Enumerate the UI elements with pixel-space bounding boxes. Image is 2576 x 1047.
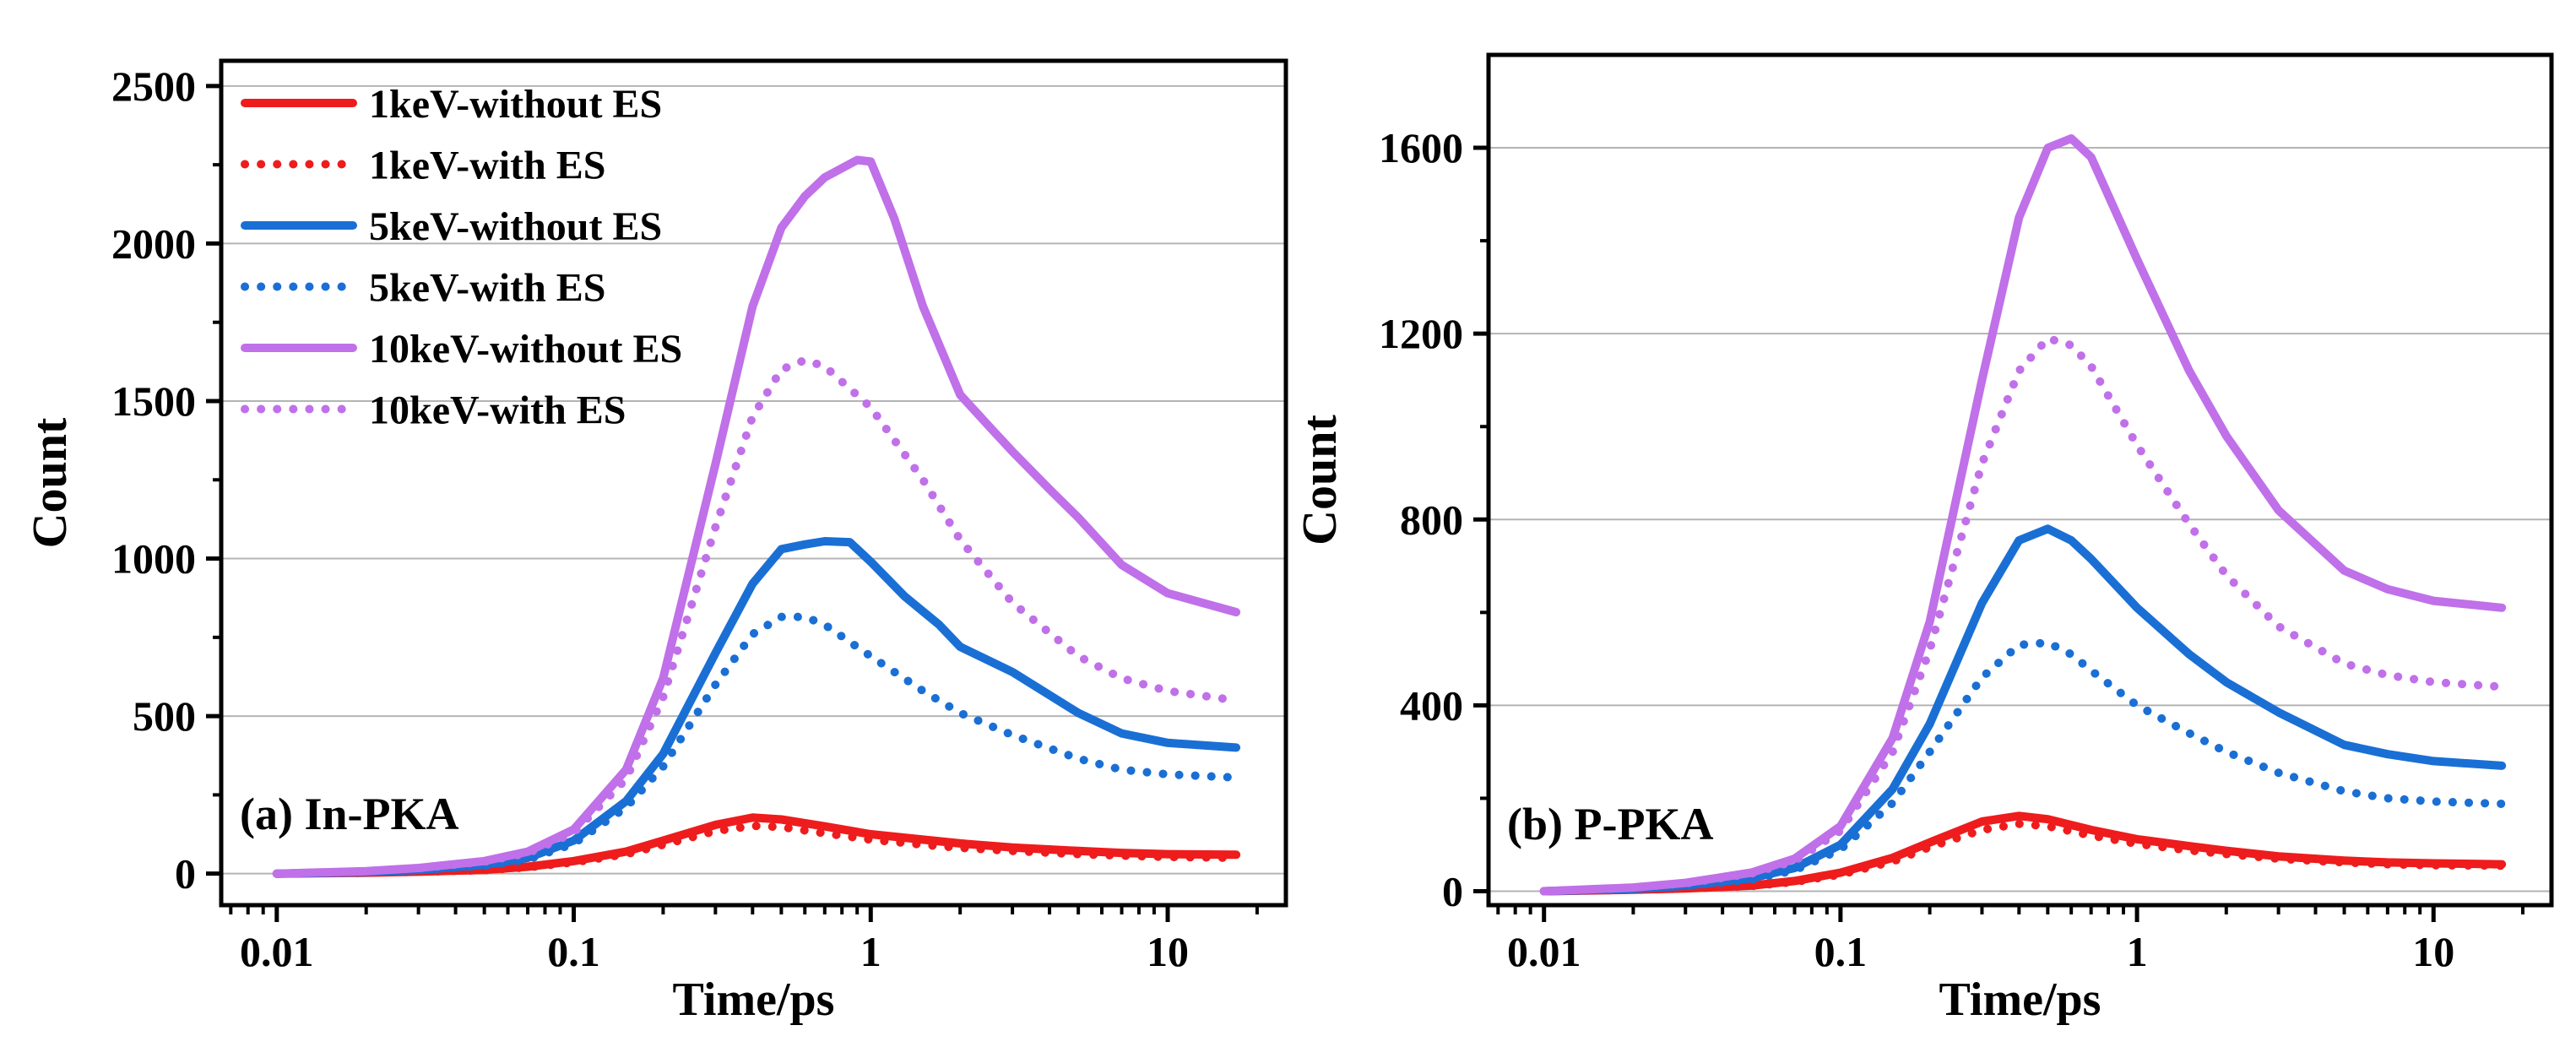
x-tick-label: 1 <box>2127 928 2148 975</box>
chart-panel-b: 0 400 800 1200 1600 0.01 0.1 1 10 Time/ps Count (b)… <box>1292 52 2554 1026</box>
y-tick-label: 0 <box>175 850 196 898</box>
y-tick-label: 1000 <box>111 535 196 583</box>
legend-label-5kev-without-es: 5keV-without ES <box>369 204 662 249</box>
series-line-10kev-with-es <box>272 355 1241 878</box>
y-tick-label: 0 <box>1442 867 1463 914</box>
legend-label-10kev-without-es: 10keV-without ES <box>369 327 682 372</box>
y-tick-label: 1600 <box>1379 124 1463 171</box>
x-axis-label: Time/ps <box>673 974 835 1026</box>
x-tick-label: 10 <box>1147 928 1189 975</box>
x-tick-label: 1 <box>860 928 881 975</box>
y-tick-label: 1500 <box>111 377 196 425</box>
panel-label: (b) P-PKA <box>1507 799 1713 849</box>
series-line-5kev-without-es <box>272 537 1241 878</box>
series-line-10kev-with-es <box>1539 334 2507 896</box>
series-line-1kev-with-es <box>1539 819 2507 896</box>
legend: 1keV-without ES 1keV-with ES 5keV-without … <box>241 82 682 433</box>
series-line-10kev-without-es <box>272 155 1241 878</box>
plot-frame <box>1486 52 2554 908</box>
x-tick-label: 0.1 <box>1814 928 1868 975</box>
y-tick-label: 2000 <box>111 220 196 267</box>
panel-label: (a) In-PKA <box>240 789 458 839</box>
x-tick-label: 0.1 <box>547 928 600 975</box>
legend-label-1kev-with-es: 1keV-with ES <box>369 144 605 188</box>
series-group <box>1539 134 2507 896</box>
legend-label-10kev-with-es: 10keV-with ES <box>369 388 626 433</box>
y-tick-label: 800 <box>1400 496 1463 543</box>
series-line-1kev-without-es <box>1539 811 2507 896</box>
y-tick-label: 1200 <box>1379 310 1463 357</box>
y-tick-label: 2500 <box>111 62 196 110</box>
chart-panel-a: 0 500 1000 1500 2000 2500 0.01 0.1 1 10 Time/ps Cou… <box>22 58 1288 1026</box>
legend-label-1kev-without-es: 1keV-without ES <box>369 82 662 127</box>
y-axis-label: Count <box>1292 414 1347 545</box>
x-axis-label: Time/ps <box>1939 974 2101 1026</box>
series-group <box>272 155 1241 878</box>
x-tick-label: 0.01 <box>1507 928 1581 975</box>
series-line-10kev-without-es <box>1539 134 2507 896</box>
x-tick-label: 0.01 <box>240 928 314 975</box>
series-line-5kev-with-es <box>272 612 1241 878</box>
y-axis-label: Count <box>22 417 77 548</box>
y-tick-label: 500 <box>133 692 196 740</box>
y-tick-label: 400 <box>1400 681 1463 729</box>
x-tick-label: 10 <box>2412 928 2454 975</box>
legend-label-5kev-with-es: 5keV-with ES <box>369 266 605 311</box>
series-line-1kev-without-es <box>272 813 1241 878</box>
series-line-5kev-with-es <box>1539 638 2507 896</box>
